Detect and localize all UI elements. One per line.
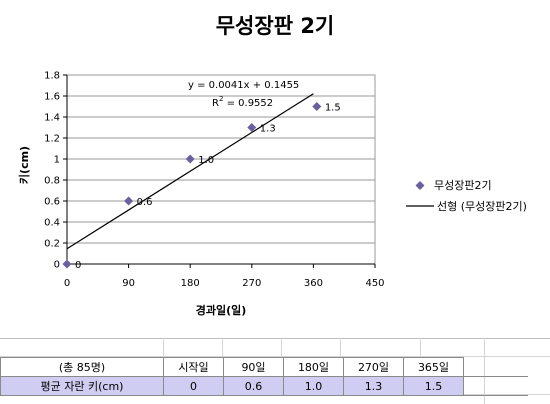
data-point bbox=[62, 259, 72, 269]
table-cell[interactable]: 1.5 bbox=[403, 376, 464, 396]
y-tick-label: 1.6 bbox=[44, 92, 60, 103]
table-header-row: (총 85명) 시작일 90일 180일 270일 365일 bbox=[0, 357, 528, 377]
y-axis: 0 0.2 0.4 0.6 0.8 1 1.2 1.4 1.6 1.8 bbox=[44, 71, 68, 271]
data-point bbox=[124, 196, 134, 206]
chart-plot: 0 0.2 0.4 0.6 0.8 1 1.2 1.4 1.6 1.8 0 90 180 270 360 4… bbox=[17, 71, 527, 318]
table-cell[interactable]: 270일 bbox=[343, 357, 404, 377]
data-points: 0 0.6 1.0 1.3 1.5 bbox=[62, 102, 341, 271]
table-cell[interactable]: 0 bbox=[163, 376, 224, 396]
x-tick-label: 0 bbox=[64, 278, 70, 289]
data-label: 0 bbox=[75, 260, 81, 271]
legend: 무성장판2기 선형 (무성장판2기) bbox=[406, 179, 527, 213]
data-label: 1.5 bbox=[325, 103, 341, 114]
r2-value: = 0.9552 bbox=[223, 98, 273, 109]
table-cell[interactable]: 시작일 bbox=[163, 357, 224, 377]
plot-area bbox=[66, 74, 376, 265]
table-cell[interactable]: 365일 bbox=[403, 357, 464, 377]
y-tick-label: 0.4 bbox=[44, 218, 60, 229]
y-tick-label: 0.8 bbox=[44, 176, 60, 187]
x-tick-label: 180 bbox=[181, 278, 200, 289]
data-point bbox=[312, 102, 322, 111]
x-tick-label: 450 bbox=[365, 278, 384, 289]
y-tick-label: 0 bbox=[54, 260, 60, 271]
data-point bbox=[185, 154, 195, 164]
y-tick-label: 1.8 bbox=[44, 71, 60, 82]
data-point bbox=[247, 123, 257, 132]
trendline bbox=[66, 93, 314, 250]
y-tick-label: 1.4 bbox=[44, 113, 60, 124]
y-tick-label: 1.2 bbox=[44, 134, 60, 145]
x-axis: 0 90 180 270 360 450 bbox=[64, 263, 385, 289]
table-cell[interactable]: 1.0 bbox=[283, 376, 344, 396]
y-tick-label: 1 bbox=[54, 155, 60, 166]
legend-entry-series: 무성장판2기 bbox=[434, 179, 492, 192]
data-table: (총 85명) 시작일 90일 180일 270일 365일 평균 자란 키(c… bbox=[0, 357, 528, 396]
table-cell-empty[interactable] bbox=[463, 376, 528, 396]
trendline-r-squared: R2 = 0.9552 bbox=[212, 95, 273, 109]
x-tick-label: 360 bbox=[304, 278, 323, 289]
table-cell[interactable]: 180일 bbox=[283, 357, 344, 377]
trendline-equation: y = 0.0041x + 0.1455 bbox=[188, 80, 299, 91]
table-cell[interactable]: (총 85명) bbox=[0, 357, 164, 377]
x-tick-label: 90 bbox=[122, 278, 135, 289]
y-tick-label: 0.2 bbox=[44, 239, 60, 250]
x-tick-label: 270 bbox=[242, 278, 261, 289]
table-value-row: 평균 자란 키(cm) 0 0.6 1.0 1.3 1.5 bbox=[0, 376, 528, 396]
data-label: 0.6 bbox=[137, 197, 153, 208]
trendline-line bbox=[66, 93, 314, 250]
table-cell[interactable]: 1.3 bbox=[343, 376, 404, 396]
table-cell[interactable]: 90일 bbox=[223, 357, 284, 377]
legend-entry-trendline: 선형 (무성장판2기) bbox=[437, 200, 527, 213]
chart-title: 무성장판 2기 bbox=[215, 14, 335, 38]
data-label: 1.0 bbox=[198, 155, 214, 166]
legend-marker-series bbox=[415, 181, 425, 190]
data-label: 1.3 bbox=[260, 124, 276, 135]
r2-label: R bbox=[212, 98, 219, 109]
table-cell[interactable]: 평균 자란 키(cm) bbox=[0, 376, 164, 396]
table-cell-empty[interactable] bbox=[463, 357, 528, 377]
y-tick-label: 0.6 bbox=[44, 197, 60, 208]
table-cell[interactable]: 0.6 bbox=[223, 376, 284, 396]
y-axis-label: 키(cm) bbox=[17, 146, 31, 184]
r2-exponent: 2 bbox=[219, 95, 223, 103]
x-axis-label: 경과일(일) bbox=[196, 303, 247, 317]
